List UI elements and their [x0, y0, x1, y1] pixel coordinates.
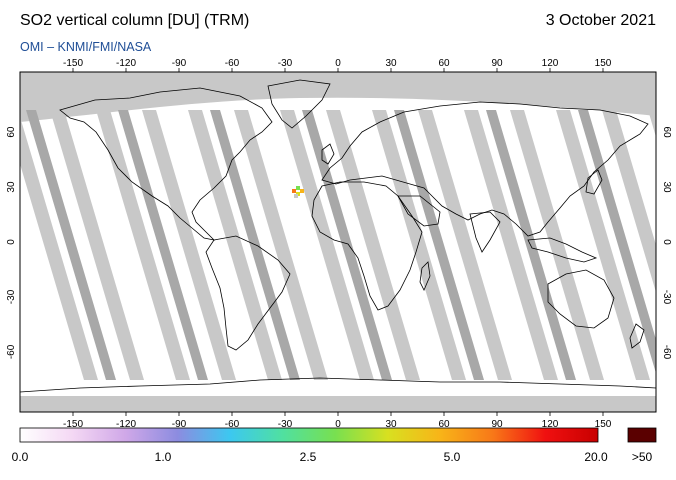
australia-outline — [547, 269, 615, 329]
orbit-swath — [602, 110, 656, 293]
orbit-swath — [578, 110, 656, 374]
orbit-swath — [234, 110, 328, 380]
orbit-swath — [670, 110, 676, 380]
orbit-swath — [280, 110, 374, 380]
longitude-tick-label: -90 — [172, 58, 187, 69]
longitude-tick-label: 120 — [542, 58, 559, 69]
orbit-swath — [464, 110, 558, 380]
orbit-swath — [26, 110, 116, 380]
india-outline — [469, 211, 501, 253]
longitude-tick-label: 60 — [438, 58, 450, 69]
map-date: 3 October 2021 — [545, 12, 656, 29]
longitude-tick-label: 150 — [595, 419, 612, 430]
valid-data-region — [20, 97, 656, 396]
longitude-tick-label: 90 — [491, 58, 503, 69]
longitude-tick-label: -120 — [116, 419, 136, 430]
longitude-tick-label: -90 — [172, 419, 187, 430]
north-america-outline — [59, 87, 273, 241]
latitude-tick-label: -30 — [6, 289, 17, 304]
latitude-tick-label: 60 — [6, 126, 17, 138]
orbit-swaths — [20, 110, 676, 380]
uk-outline — [321, 143, 335, 165]
orbit-swath — [20, 116, 98, 380]
orbit-swath — [510, 110, 604, 380]
colorbar-label: 5.0 — [443, 450, 461, 464]
orbit-swath — [326, 110, 420, 380]
orbit-swath — [188, 110, 282, 380]
latitude-tick-label: 0 — [661, 239, 672, 245]
colorbar-label: 1.0 — [154, 450, 172, 464]
longitude-tick-label: -60 — [225, 58, 240, 69]
orbit-swath — [118, 110, 208, 380]
orbit-swath — [50, 110, 144, 380]
latitude-ticks-left: 60 30 0 -30 -60 — [6, 126, 17, 359]
map-credit: OMI – KNMI/FMI/NASA — [20, 40, 152, 54]
latitude-ticks-right: 60 30 0 -30 -60 — [661, 127, 672, 360]
longitude-tick-label: 60 — [438, 419, 450, 430]
longitude-ticks-bottom: -150 -120 -90 -60 -30 0 30 60 90 120 150 — [63, 412, 612, 430]
latitude-tick-label: 30 — [6, 181, 17, 193]
longitude-tick-label: 30 — [385, 58, 397, 69]
orbit-swath — [418, 110, 512, 380]
orbit-swath — [648, 110, 656, 137]
latitude-tick-label: 0 — [6, 239, 17, 245]
longitude-tick-label: 90 — [491, 419, 503, 430]
antarctica-outline — [20, 377, 656, 393]
map-title: SO2 vertical column [DU] (TRM) — [20, 12, 250, 29]
latitude-tick-label: -60 — [661, 345, 672, 360]
longitude-tick-label: -150 — [63, 419, 83, 430]
africa-outline — [311, 181, 423, 311]
colorbar-label: 2.5 — [299, 450, 317, 464]
orbit-swath — [142, 110, 236, 380]
latitude-tick-label: -60 — [6, 344, 17, 359]
eurasia-outline — [321, 101, 649, 237]
orbit-swath — [556, 110, 650, 380]
longitude-ticks-top: -150 -120 -90 -60 -30 0 30 60 90 120 150 — [63, 58, 612, 72]
arabia-outline — [397, 195, 441, 227]
orbit-swath — [372, 110, 466, 380]
longitude-tick-label: 30 — [385, 419, 397, 430]
so2-signal-canary-islands — [292, 186, 304, 198]
greenland-outline — [267, 79, 331, 129]
longitude-tick-label: 0 — [335, 419, 341, 430]
south-america-outline — [205, 235, 291, 351]
longitude-tick-label: -30 — [278, 419, 293, 430]
latitude-tick-label: 30 — [661, 181, 672, 193]
longitude-tick-label: 120 — [542, 419, 559, 430]
longitude-tick-label: -120 — [116, 58, 136, 69]
orbit-swath — [96, 110, 190, 380]
latitude-tick-label: 60 — [661, 127, 672, 139]
colorbar-label: 0.0 — [11, 450, 29, 464]
longitude-tick-label: 0 — [335, 58, 341, 69]
colorbar-overflow-label: >50 — [631, 450, 653, 464]
orbit-swath — [394, 110, 484, 380]
longitude-tick-label: 150 — [595, 58, 612, 69]
longitude-tick-label: -30 — [278, 58, 293, 69]
longitude-tick-label: -60 — [225, 419, 240, 430]
colorbar — [19, 427, 599, 443]
japan-outline — [585, 169, 603, 195]
se-asia-islands-outline — [527, 237, 598, 263]
orbit-swath — [302, 110, 392, 380]
colorbar-overflow-box — [627, 427, 657, 443]
map-area — [20, 72, 676, 412]
orbit-swath — [486, 110, 576, 380]
latitude-tick-label: -30 — [661, 290, 672, 305]
new-zealand-outline — [629, 323, 645, 349]
colorbar-label: 20.0 — [584, 450, 608, 464]
madagascar-outline — [419, 261, 431, 291]
longitude-tick-label: -150 — [63, 58, 83, 69]
coastlines — [20, 79, 656, 393]
